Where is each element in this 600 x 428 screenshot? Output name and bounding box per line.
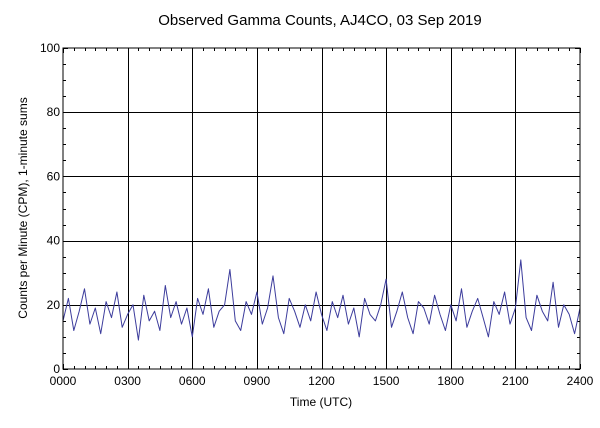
x-tick-label: 0000 bbox=[50, 374, 77, 388]
plot-frame bbox=[62, 47, 581, 370]
x-axis-label: Time (UTC) bbox=[290, 395, 352, 409]
y-tick-label: 40 bbox=[47, 234, 61, 248]
x-tick-labels: 0000 0300 0600 0900 1200 1500 1800 2100 2400 bbox=[50, 374, 594, 388]
y-tick-label: 20 bbox=[47, 298, 61, 312]
y-axis-label: Counts per Minute (CPM), 1-minute sums bbox=[16, 97, 30, 318]
x-tick-label: 1200 bbox=[308, 374, 335, 388]
x-tick-label: 0300 bbox=[114, 374, 141, 388]
y-tick-label: 100 bbox=[40, 41, 60, 55]
x-tick-label: 0900 bbox=[244, 374, 271, 388]
x-tick-label: 1500 bbox=[373, 374, 400, 388]
y-tick-label: 0 bbox=[53, 362, 60, 376]
series-layer bbox=[63, 259, 580, 341]
x-tick-label: 0600 bbox=[179, 374, 206, 388]
chart-title: Observed Gamma Counts, AJ4CO, 03 Sep 201… bbox=[158, 12, 482, 29]
y-tick-label: 80 bbox=[47, 105, 61, 119]
x-tick-label: 1800 bbox=[437, 374, 464, 388]
x-tick-label: 2400 bbox=[567, 374, 594, 388]
grid-lines bbox=[63, 48, 580, 369]
y-tick-labels: 0 20 40 60 80 100 bbox=[40, 41, 60, 376]
x-tick-label: 2100 bbox=[502, 374, 529, 388]
series-line bbox=[63, 259, 580, 341]
y-tick-label: 60 bbox=[47, 169, 61, 183]
